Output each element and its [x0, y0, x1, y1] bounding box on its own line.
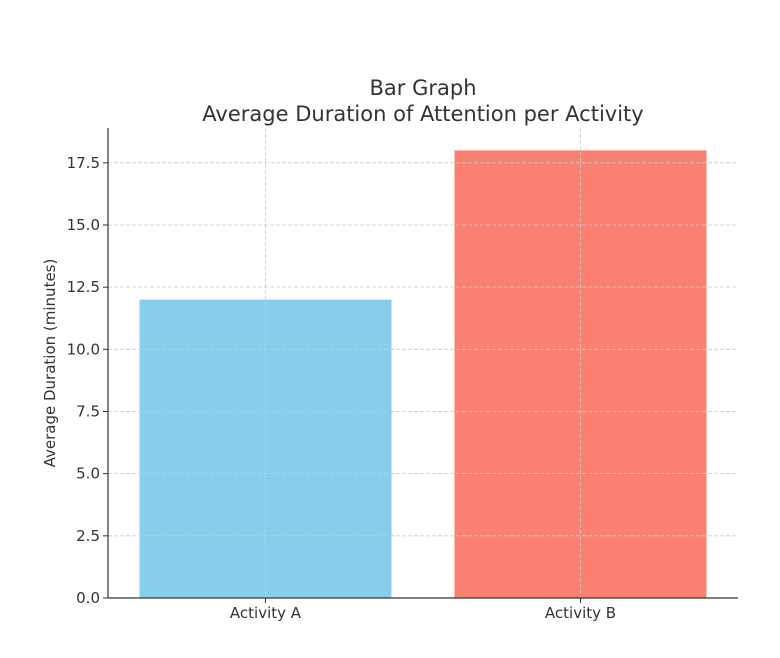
y-tick-label: 5.0: [76, 465, 100, 483]
y-axis-label: Average Duration (minutes): [41, 259, 59, 468]
y-tick-label: 15.0: [67, 216, 100, 234]
y-tick-label: 2.5: [76, 527, 100, 545]
x-tick-label: Activity B: [545, 604, 616, 622]
y-tick-label: 17.5: [67, 154, 100, 172]
y-tick-label: 0.0: [76, 589, 100, 607]
x-tick-label: Activity A: [230, 604, 302, 622]
y-tick-label: 7.5: [76, 402, 100, 420]
y-tick-label: 12.5: [67, 278, 100, 296]
y-tick-label: 10.0: [67, 340, 100, 358]
chart-title: Bar Graph: [370, 76, 477, 100]
chart-subtitle: Average Duration of Attention per Activi…: [202, 102, 643, 126]
